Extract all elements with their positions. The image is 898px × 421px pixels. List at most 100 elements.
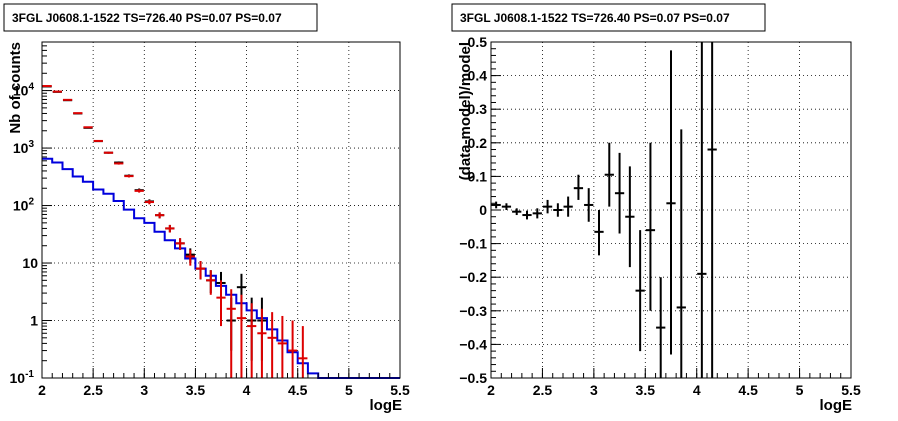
residual-point	[707, 42, 717, 378]
right-panel: 3FGL J0608.1-1522 TS=726.40 PS=0.07 PS=0…	[451, 3, 861, 414]
residual-point	[645, 142, 656, 311]
x-tick-label: 4	[243, 382, 251, 398]
x-tick-label: 2.5	[533, 382, 553, 398]
data-point	[52, 90, 62, 93]
residual-point	[614, 152, 625, 234]
x-tick-label: 5	[796, 382, 804, 398]
y-tick-label: 0.5	[468, 34, 488, 50]
left-frame	[41, 41, 401, 379]
data-point	[73, 112, 83, 115]
y-tick-label: −0.2	[459, 269, 487, 285]
residual-point	[573, 174, 584, 200]
data-point	[257, 308, 267, 378]
y-tick-label: 0	[479, 202, 487, 218]
residual-point	[604, 142, 614, 207]
x-tick-label: 5	[345, 382, 353, 398]
data-point	[155, 212, 165, 219]
y-tick-label: 0.1	[468, 168, 488, 184]
data-point	[185, 249, 195, 266]
data-point	[226, 289, 236, 378]
x-tick-label: 3.5	[636, 382, 656, 398]
residual-point	[491, 201, 501, 209]
residual-point	[542, 199, 553, 214]
data-point	[298, 326, 308, 378]
data-point	[114, 162, 124, 165]
data-point	[103, 151, 114, 154]
data-point	[236, 294, 247, 378]
right-x-ticks: 2 2.5 3 3.5 4 4.5 5 5.5	[487, 368, 861, 398]
residual-point	[512, 208, 522, 216]
residual-point	[697, 42, 707, 378]
data-point	[195, 261, 206, 280]
data-point	[124, 174, 134, 178]
y-tick-label: 0.3	[468, 101, 488, 117]
left-title: 3FGL J0608.1-1522 TS=726.40 PS=0.07 PS=0…	[12, 11, 282, 25]
x-tick-label: 4.5	[738, 382, 758, 398]
right-y-axis-label: (data-model)/model	[457, 42, 474, 180]
residual-point	[656, 277, 666, 378]
y-tick-label: 104	[13, 82, 35, 99]
residual-point	[584, 188, 594, 222]
residual-point	[522, 210, 532, 220]
left-plot-area	[42, 85, 400, 379]
data-point	[62, 98, 73, 101]
residual-point	[532, 208, 542, 219]
y-tick-label: −0.5	[459, 370, 487, 386]
model-step-line	[42, 157, 400, 379]
data-point	[165, 224, 175, 233]
x-tick-label: 5.5	[390, 382, 410, 398]
y-tick-label: 10	[22, 255, 38, 271]
y-tick-label: 10-1	[10, 369, 35, 386]
data-point	[134, 189, 144, 193]
y-tick-label: 103	[13, 139, 35, 156]
right-title: 3FGL J0608.1-1522 TS=726.40 PS=0.07 PS=0…	[460, 11, 730, 25]
y-tick-label: −0.1	[459, 236, 487, 252]
y-tick-label: 0.4	[468, 68, 488, 84]
data-point	[206, 270, 216, 295]
y-tick-label: 102	[13, 197, 35, 214]
residual-point	[501, 203, 512, 210]
data-point	[267, 312, 277, 378]
left-panel: 3FGL J0608.1-1522 TS=726.40 PS=0.07 PS=0…	[3, 3, 410, 414]
right-plot-area	[491, 42, 717, 378]
data-point	[287, 320, 298, 378]
left-y-ticks: 10-1 1 10 102 103 104	[10, 41, 52, 386]
x-tick-label: 4.5	[288, 382, 308, 398]
left-y-axis-label: Nb of counts	[7, 42, 24, 134]
data-point	[247, 303, 257, 378]
y-tick-label: 0.2	[468, 135, 488, 151]
data-point	[277, 315, 287, 378]
left-title-box	[3, 3, 318, 32]
y-tick-label: −0.4	[459, 336, 487, 352]
data-point	[175, 238, 185, 250]
left-x-ticks: 2 2.5 3 3.5 4 4.5 5 5.5	[38, 368, 410, 398]
residual-point	[635, 230, 645, 352]
residual-point	[594, 210, 604, 256]
x-tick-label: 3	[590, 382, 598, 398]
x-tick-label: 5.5	[841, 382, 861, 398]
residual-point	[553, 203, 563, 217]
data-point	[93, 139, 103, 142]
data-point	[216, 280, 226, 327]
left-x-axis-label: logE	[370, 397, 403, 414]
residual-point	[563, 196, 573, 217]
x-tick-label: 3.5	[186, 382, 206, 398]
x-tick-label: 2.5	[83, 382, 103, 398]
residual-point	[676, 129, 686, 378]
right-x-axis-label: logE	[820, 397, 853, 414]
y-tick-label: −0.3	[459, 303, 487, 319]
left-grid	[42, 42, 400, 378]
residual-point	[666, 50, 676, 355]
x-tick-label: 3	[140, 382, 148, 398]
x-tick-label: 2	[487, 382, 495, 398]
data-point	[42, 85, 52, 88]
right-y-ticks: −0.5 −0.4 −0.3 −0.2 −0.1 0 0.1 0.2 0.3 0.4 0.5	[459, 34, 501, 386]
x-tick-label: 2	[38, 382, 46, 398]
data-point	[144, 199, 155, 205]
right-title-box	[451, 3, 766, 32]
y-tick-label: 1	[30, 313, 38, 329]
x-tick-label: 4	[693, 382, 701, 398]
residual-point	[625, 166, 635, 268]
data-point	[83, 126, 93, 129]
